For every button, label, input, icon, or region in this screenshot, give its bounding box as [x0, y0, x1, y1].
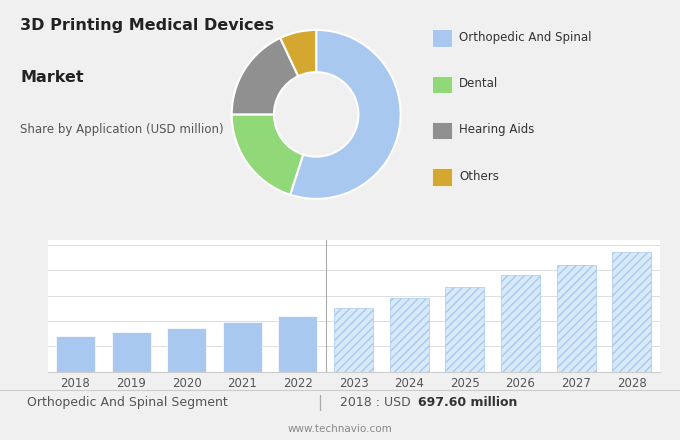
Bar	[612, 253, 651, 372]
Bar	[334, 308, 373, 372]
Text: |: |	[317, 395, 322, 411]
Text: Share by Application (USD million): Share by Application (USD million)	[20, 123, 224, 136]
Bar	[557, 265, 596, 372]
Bar	[279, 316, 318, 372]
Bar	[56, 337, 95, 372]
Bar	[223, 322, 262, 372]
Wedge shape	[290, 30, 401, 199]
Wedge shape	[280, 30, 316, 76]
Bar	[501, 275, 540, 372]
Text: Orthopedic And Spinal: Orthopedic And Spinal	[459, 31, 592, 44]
Text: Hearing Aids: Hearing Aids	[459, 123, 534, 136]
Wedge shape	[232, 38, 299, 114]
Bar	[112, 332, 150, 372]
Text: Market: Market	[20, 70, 84, 85]
Bar	[167, 328, 206, 372]
Text: 2018 : USD: 2018 : USD	[340, 396, 415, 409]
Text: www.technavio.com: www.technavio.com	[288, 424, 392, 433]
Text: Orthopedic And Spinal Segment: Orthopedic And Spinal Segment	[27, 396, 228, 409]
Bar	[390, 298, 428, 372]
Bar	[445, 286, 484, 372]
Text: 3D Printing Medical Devices: 3D Printing Medical Devices	[20, 18, 275, 33]
Wedge shape	[232, 114, 303, 195]
Text: 697.60 million: 697.60 million	[418, 396, 517, 409]
Text: Others: Others	[459, 169, 499, 183]
Text: Dental: Dental	[459, 77, 498, 90]
